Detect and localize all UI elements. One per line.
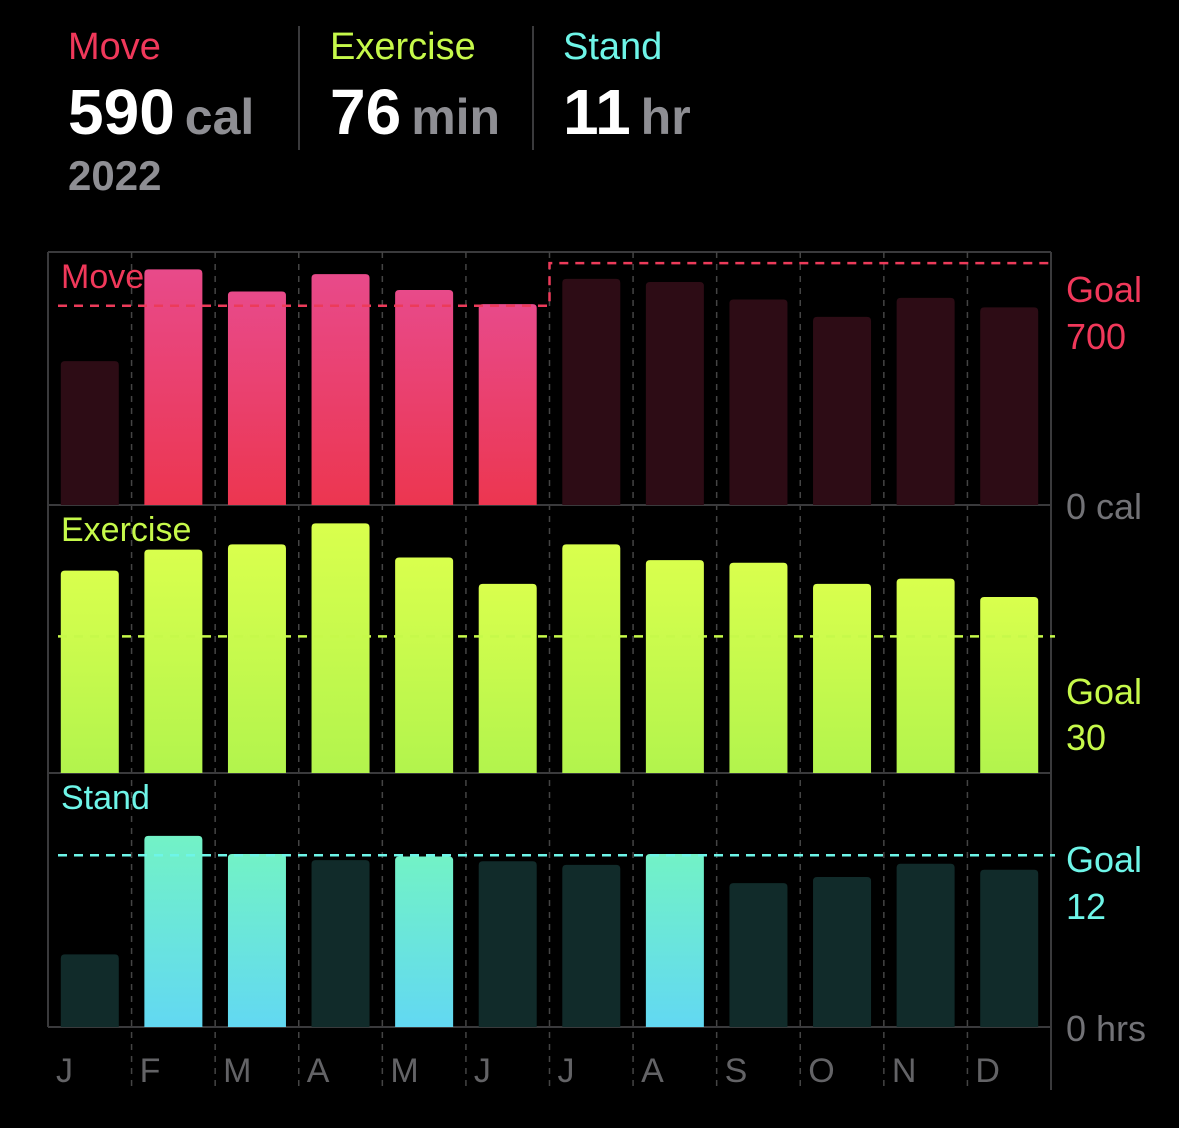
stand-summary-label: Stand	[563, 26, 663, 68]
month-tick-label: M	[390, 1052, 418, 1090]
axis-zero-label: 0 hrs	[1066, 1008, 1146, 1049]
goal-label: Goal	[1066, 671, 1142, 712]
bar	[60, 361, 119, 505]
month-tick-label: J	[474, 1052, 491, 1090]
month-tick-label: S	[725, 1052, 748, 1090]
bar	[896, 297, 955, 505]
month-tick-label: A	[307, 1052, 330, 1090]
goal-line	[58, 261, 1055, 308]
move-summary-value: 590 cal	[68, 80, 254, 162]
move-unit: cal	[184, 89, 255, 145]
bar	[227, 854, 286, 1027]
move-summary-label: Move	[68, 26, 161, 68]
bar	[395, 289, 454, 505]
bar	[478, 583, 537, 773]
axis-zero-label: 0 cal	[1066, 486, 1142, 527]
bar	[478, 304, 537, 505]
bar	[395, 557, 454, 773]
panel-title: Exercise	[61, 511, 191, 549]
month-tick-label: O	[808, 1052, 834, 1090]
bar	[896, 578, 955, 773]
goal-value: 30	[1066, 717, 1106, 758]
stand-value: 11	[563, 76, 631, 148]
bar	[813, 583, 872, 773]
month-tick-label: D	[975, 1052, 1000, 1090]
goal-value: 12	[1066, 886, 1106, 927]
bar	[813, 316, 872, 505]
panel-title: Stand	[61, 779, 150, 817]
bar	[562, 278, 621, 505]
bar	[60, 570, 119, 773]
month-tick-label: J	[558, 1052, 575, 1090]
summary-exercise: Exercise 76 min	[330, 24, 500, 162]
stand-unit: hr	[640, 89, 691, 145]
bar	[311, 274, 370, 505]
bar	[729, 299, 788, 505]
exercise-unit: min	[411, 89, 501, 145]
bar	[645, 282, 704, 505]
month-tick-label: F	[140, 1052, 161, 1090]
bar	[645, 854, 704, 1027]
exercise-summary-value: 76 min	[330, 80, 500, 162]
bar	[144, 549, 203, 773]
bar	[813, 877, 872, 1027]
exercise-value: 76	[330, 76, 402, 148]
bar	[980, 596, 1039, 773]
move-value: 590	[68, 76, 175, 148]
bar	[980, 307, 1039, 505]
month-tick-label: M	[223, 1052, 251, 1090]
panel-title: Move	[61, 258, 144, 296]
exercise-summary-label: Exercise	[330, 26, 476, 68]
stand-summary-value: 11 hr	[563, 80, 691, 162]
bar	[227, 544, 286, 773]
bar	[227, 291, 286, 505]
goal-value: 700	[1066, 316, 1126, 357]
goal-label: Goal	[1066, 269, 1142, 310]
bar	[478, 861, 537, 1027]
bar	[60, 954, 119, 1027]
summary-move: Move 590 cal	[68, 24, 254, 162]
year-label: 2022	[68, 152, 162, 199]
summary-stand: Stand 11 hr	[563, 24, 691, 162]
bar	[144, 835, 203, 1027]
bar	[311, 523, 370, 773]
bar	[729, 883, 788, 1027]
month-tick-label: A	[641, 1052, 664, 1090]
bar	[562, 544, 621, 773]
bar	[645, 560, 704, 773]
bar	[896, 863, 955, 1027]
summary-divider	[298, 26, 300, 150]
month-tick-label: J	[56, 1052, 73, 1090]
bar	[311, 860, 370, 1027]
bar	[395, 856, 454, 1027]
month-tick-label: N	[892, 1052, 917, 1090]
summary-divider	[532, 26, 534, 150]
goal-label: Goal	[1066, 839, 1142, 880]
bar	[562, 864, 621, 1027]
bar	[729, 562, 788, 773]
bar	[144, 269, 203, 505]
bar	[980, 869, 1039, 1027]
